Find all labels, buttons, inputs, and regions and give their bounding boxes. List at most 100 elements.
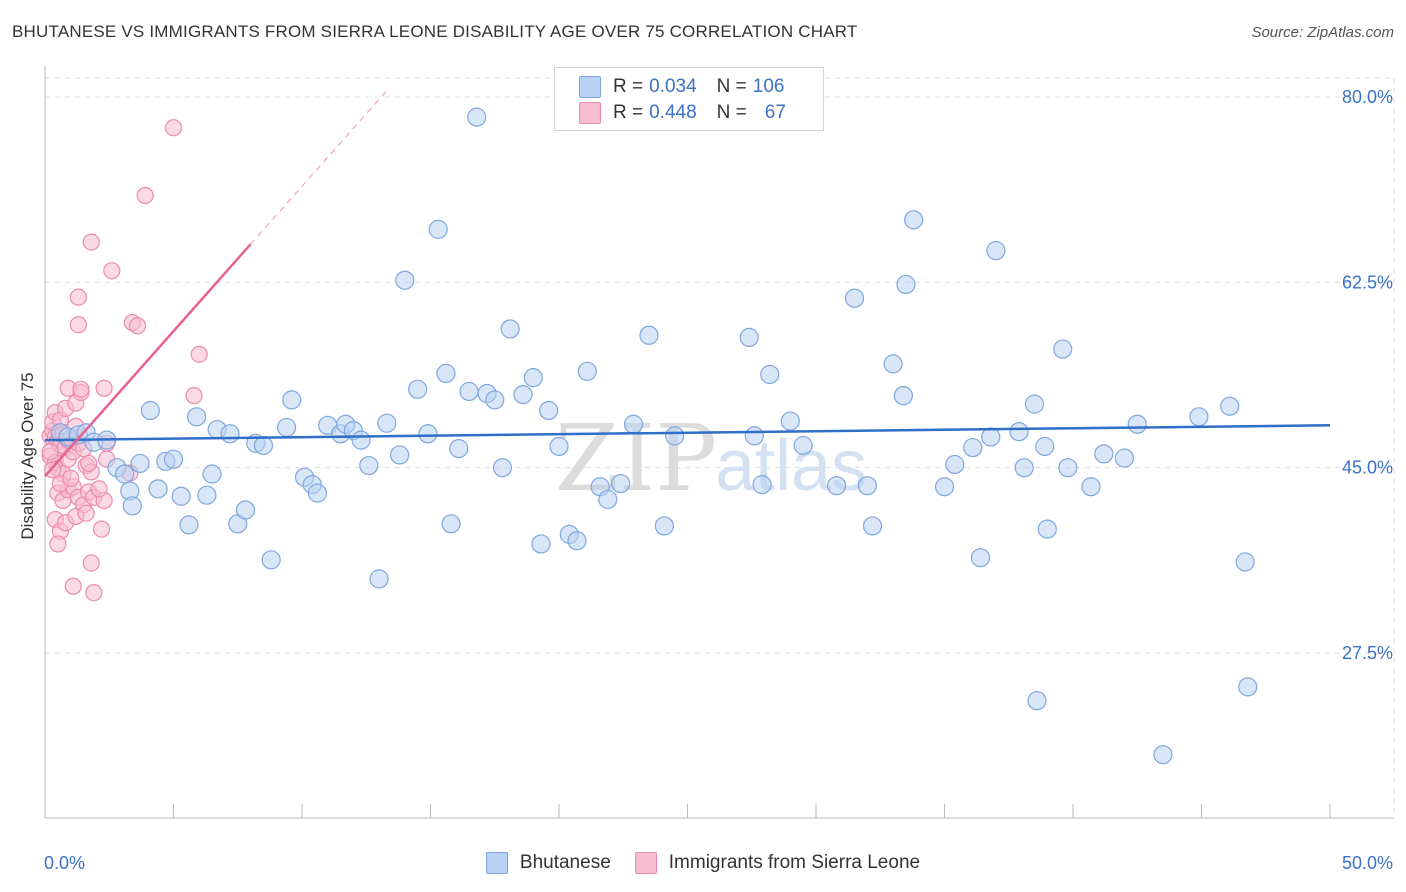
legend-r-value: 0.448 xyxy=(649,102,697,123)
y-tick-label: 27.5% xyxy=(1342,643,1393,663)
sierra-leone-point xyxy=(80,454,98,473)
bhutanese-point xyxy=(963,437,983,458)
bhutanese-point xyxy=(202,464,222,484)
sierra-leone-point xyxy=(95,379,113,397)
bhutanese-points xyxy=(50,107,1258,765)
sierra-leone-point xyxy=(77,504,95,522)
bhutanese-point xyxy=(760,364,780,385)
bhutanese-point xyxy=(883,354,903,374)
sierra-leone-point xyxy=(90,480,108,498)
bhutanese-point xyxy=(523,368,543,388)
bhutanese-point xyxy=(276,417,297,438)
bhutanese-point xyxy=(531,534,551,554)
bhutanese-point xyxy=(862,516,883,536)
bhutanese-point xyxy=(793,435,813,456)
bhutanese-point xyxy=(1238,677,1258,697)
sierra-leone-point xyxy=(64,577,82,595)
bhutanese-point xyxy=(220,424,240,444)
sierra-leone-point xyxy=(41,443,59,461)
bhutanese-point xyxy=(904,210,924,230)
bhutanese-point xyxy=(744,426,764,446)
bhutanese-point xyxy=(970,548,991,568)
bhutanese-point xyxy=(752,475,772,495)
series-legend-bhutanese[interactable]: Bhutanese xyxy=(485,852,611,874)
tick-labels: 27.5% 45.0% 62.5% 80.0% 0.0% 50.0% xyxy=(44,87,1393,873)
bhutanese-point xyxy=(1081,477,1101,497)
sierra-leone-point xyxy=(69,288,88,306)
bhutanese-point xyxy=(163,449,184,469)
bhutanese-swatch xyxy=(485,852,508,874)
bhutanese-point xyxy=(441,514,461,534)
bhutanese-point xyxy=(485,390,505,410)
bhutanese-point xyxy=(896,274,916,295)
sierra-leone-point xyxy=(69,316,88,334)
grid xyxy=(45,77,1395,818)
bhutanese-point xyxy=(459,381,479,402)
bhutanese-point xyxy=(1127,414,1147,434)
bhutanese-point xyxy=(253,435,274,456)
bhutanese-point xyxy=(261,550,281,570)
bhutanese-point xyxy=(893,386,913,406)
bhutanese-point xyxy=(369,569,389,589)
legend-n-value: 67 xyxy=(764,102,786,123)
legend-r-label: R = xyxy=(613,76,644,97)
bhutanese-point xyxy=(130,453,150,474)
legend-n-value: 106 xyxy=(752,76,785,97)
y-tick-label: 62.5% xyxy=(1342,272,1393,292)
legend-n-label: N = xyxy=(716,102,747,123)
correlation-legend: R = 0.034 N = 106 R = 0.448 N = 67 xyxy=(554,67,824,131)
y-tick-label: 45.0% xyxy=(1342,458,1393,478)
sierra-leone-point xyxy=(128,317,147,335)
bhutanese-point xyxy=(235,500,256,520)
bhutanese-point xyxy=(665,426,685,446)
bhutanese-point xyxy=(1220,396,1240,416)
x-tick-label-min: 0.0% xyxy=(44,853,85,873)
bhutanese-point xyxy=(395,270,415,290)
bhutanese-point xyxy=(549,436,569,457)
sierra-leone-trend-line xyxy=(44,243,252,477)
bhutanese-point xyxy=(179,515,199,535)
sierra-leone-point xyxy=(185,387,203,405)
bhutanese-point xyxy=(122,496,142,516)
bhutanese-point xyxy=(418,424,438,444)
bhutanese-point xyxy=(408,379,428,399)
bhutanese-point xyxy=(986,240,1006,261)
sierra-leone-point xyxy=(62,469,80,487)
bhutanese-point xyxy=(449,439,469,459)
bhutanese-point xyxy=(1024,394,1045,414)
bhutanese-point xyxy=(1053,339,1073,359)
bhutanese-point xyxy=(739,327,759,348)
bhutanese-point xyxy=(140,400,160,421)
sierra-leone-point xyxy=(136,186,154,205)
bhutanese-point xyxy=(1153,745,1173,765)
bhutanese-point xyxy=(513,384,533,405)
bhutanese-point xyxy=(1014,458,1034,478)
bhutanese-point xyxy=(780,411,800,431)
bhutanese-point xyxy=(567,531,587,551)
bhutanese-point xyxy=(197,485,217,505)
bhutanese-point xyxy=(390,445,410,465)
bhutanese-point xyxy=(1094,444,1114,464)
sierra-leone-label: Immigrants from Sierra Leone xyxy=(668,852,921,873)
bhutanese-point xyxy=(500,319,520,339)
bhutanese-point xyxy=(611,473,631,494)
chart-title: BHUTANESE VS IMMIGRANTS FROM SIERRA LEON… xyxy=(12,22,858,41)
bhutanese-point xyxy=(1058,458,1078,478)
x-tick-label-max: 50.0% xyxy=(1342,853,1393,873)
bhutanese-point xyxy=(467,107,487,127)
legend-swatch-pink xyxy=(579,102,601,124)
bhutanese-point xyxy=(623,414,644,434)
bhutanese-point xyxy=(857,476,878,496)
bhutanese-point xyxy=(187,407,207,427)
bhutanese-point xyxy=(148,479,168,499)
bhutanese-point xyxy=(539,400,559,421)
sierra-leone-trend-extension xyxy=(250,90,388,245)
series-legend-sierra-leone[interactable]: Immigrants from Sierra Leone xyxy=(634,852,921,874)
sierra-leone-point xyxy=(92,520,111,538)
bhutanese-point xyxy=(1114,448,1135,468)
sierra-leone-point xyxy=(72,380,90,398)
bhutanese-point xyxy=(492,458,513,478)
bhutanese-point xyxy=(1035,436,1055,457)
source-credit: Source: ZipAtlas.com xyxy=(1251,24,1394,41)
